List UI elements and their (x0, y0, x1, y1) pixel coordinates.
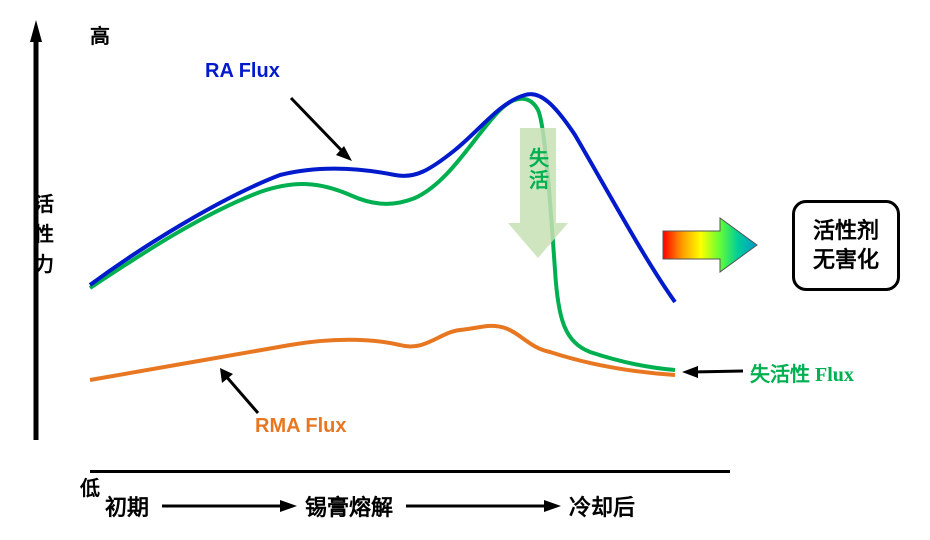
ra-label-arrow (291, 98, 352, 161)
rma-label-arrow (220, 368, 258, 413)
callout-line2: 无害化 (813, 247, 879, 272)
deactivated-label-arrow (682, 366, 743, 378)
rainbow-arrow (660, 215, 760, 275)
harmless-callout: 活性剂 无害化 (792, 200, 900, 291)
phase-cooling: 冷却后 (569, 490, 635, 522)
chart-curves (30, 20, 900, 520)
deactivated-flux-curve (90, 99, 675, 370)
ra-flux-label: RA Flux (205, 60, 280, 83)
phase-arrow-2 (401, 496, 561, 516)
x-axis-line (90, 470, 730, 473)
x-axis-phases: 初期 锡膏熔解 冷却后 (105, 490, 745, 522)
lose-activity-label: 失 活 (527, 148, 551, 192)
deactivated-flux-label: 失活性 Flux (750, 358, 854, 387)
rma-flux-curve (90, 326, 675, 380)
phase-arrow-1 (157, 496, 297, 516)
y-axis-bottom-label: 低 (80, 472, 100, 501)
phase-initial: 初期 (105, 490, 149, 522)
callout-line1: 活性剂 (813, 218, 879, 243)
y-axis-label: 活性力 (30, 190, 58, 280)
y-axis-top-label: 高 (90, 20, 110, 49)
flux-activity-chart: 活性力 高 低 失 (30, 20, 900, 520)
phase-melting: 锡膏熔解 (305, 490, 393, 522)
ra-flux-curve (90, 94, 675, 302)
rma-flux-label: RMA Flux (255, 415, 346, 438)
